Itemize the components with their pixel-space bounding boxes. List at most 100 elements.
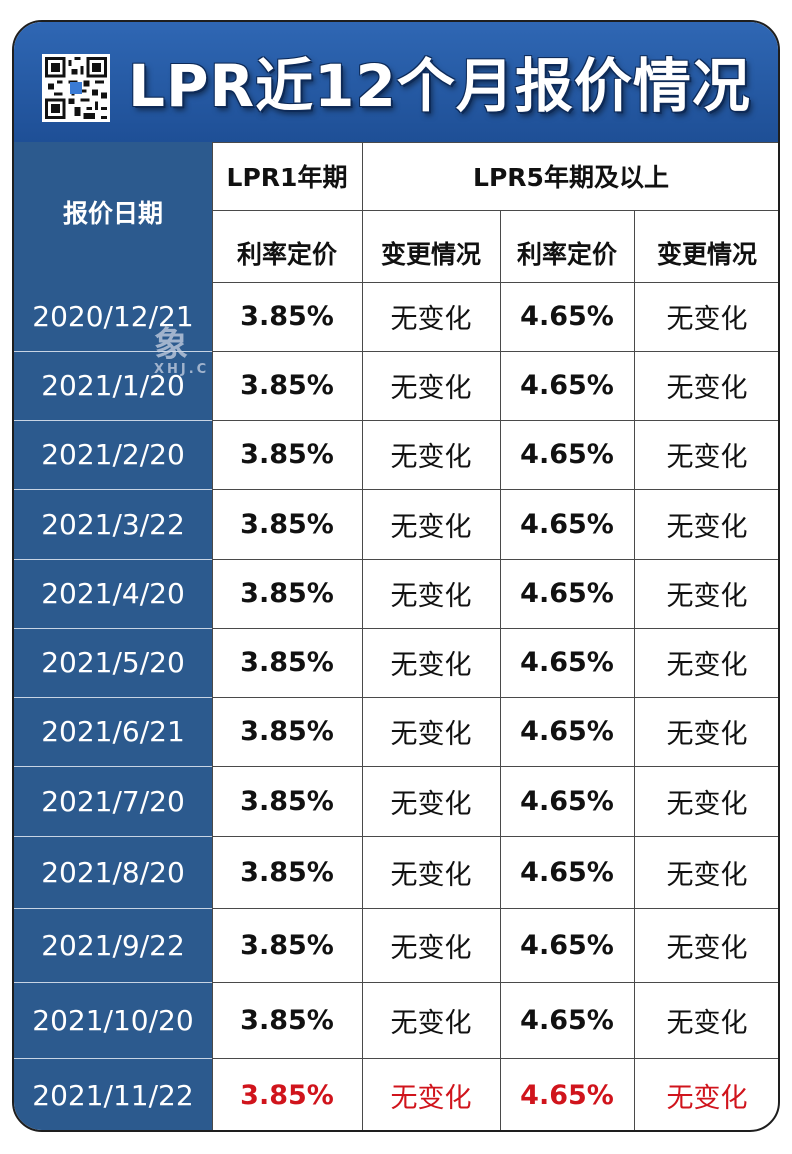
page-title: LPR近12个月报价情况 [128,52,751,120]
table-row: 2021/1/20 3.85% 无变化 4.65% 无变化 [14,351,778,420]
change-1y-cell: 无变化 [390,788,472,820]
change-1y-cell: 无变化 [390,650,472,681]
date-divider [14,1058,212,1059]
rate-5y-cell: 4.65% [520,508,614,540]
rate-5y-cell: 4.65% [520,1079,614,1111]
grid-line [212,489,778,490]
title-banner: LPR近12个月报价情况 [14,22,778,142]
change-1y-cell: 无变化 [390,442,472,473]
date-divider [14,982,212,983]
change-1y-cell: 无变化 [390,719,472,750]
date-column: 报价日期 [14,142,212,1130]
grid-line [212,142,213,1130]
rate-1y-cell: 3.85% [240,929,334,961]
rate-5y-cell: 4.65% [520,929,614,961]
change-5y-cell: 无变化 [666,442,748,473]
grid-line [212,766,778,767]
change-5y-cell: 无变化 [666,932,748,964]
change-5y-cell: 无变化 [666,581,748,612]
rate-5y-cell: 4.65% [520,856,614,888]
grid-line [212,1058,778,1059]
grid-line [212,982,778,983]
date-cell: 2021/4/20 [41,577,185,610]
table-row: 2020/12/21 3.85% 无变化 4.65% 无变化 [14,282,778,351]
rate-5y-cell: 4.65% [520,647,614,678]
change-5y-cell: 无变化 [666,511,748,543]
grid-line [212,210,778,211]
grid-line [634,210,635,1130]
date-cell: 2021/2/20 [41,438,185,471]
date-cell: 2021/1/20 [41,369,185,402]
rate-5y-cell: 4.65% [520,716,614,747]
change-5y-cell: 无变化 [666,1007,748,1039]
grid-line [212,697,778,698]
rate-5y-cell: 4.65% [520,785,614,817]
grid-line [212,420,778,421]
header-change-1y: 变更情况 [362,210,500,282]
rate-1y-cell: 3.85% [240,1004,334,1036]
table-row: 2021/6/21 3.85% 无变化 4.65% 无变化 [14,697,778,766]
change-1y-cell: 无变化 [390,373,472,404]
date-cell: 2020/12/21 [32,300,194,333]
rate-5y-cell: 4.65% [520,370,614,401]
qr-code-icon [42,54,110,122]
date-divider [14,836,212,837]
date-cell: 2021/6/21 [41,715,185,748]
change-5y-cell: 无变化 [666,719,748,750]
grid-line [212,908,778,909]
rate-1y-cell: 3.85% [240,508,334,540]
rate-1y-cell: 3.85% [240,716,334,747]
date-cell: 2021/7/20 [41,784,185,818]
grid-line [212,142,778,143]
change-1y-cell: 无变化 [390,932,472,964]
rate-1y-cell: 3.85% [240,1079,334,1111]
change-5y-cell: 无变化 [666,373,748,404]
change-1y-cell: 无变化 [390,581,472,612]
date-cell: 2021/5/20 [41,646,185,679]
rate-5y-cell: 4.65% [520,439,614,470]
header-lpr5: LPR5年期及以上 [362,142,778,210]
table-row: 2021/8/20 3.85% 无变化 4.65% 无变化 [14,836,778,908]
rate-1y-cell: 3.85% [240,578,334,609]
header-lpr1: LPR1年期 [212,142,362,210]
table-row: 2021/4/20 3.85% 无变化 4.65% 无变化 [14,559,778,628]
rate-5y-cell: 4.65% [520,301,614,332]
header-rate-5y: 利率定价 [500,210,634,282]
change-5y-cell: 无变化 [666,650,748,681]
change-5y-cell: 无变化 [666,304,748,335]
date-divider [14,420,212,421]
rate-1y-cell: 3.85% [240,370,334,401]
grid-line [212,282,778,283]
date-divider [14,908,212,909]
header-change-5y: 变更情况 [634,210,778,282]
table-row: 2021/11/22 3.85% 无变化 4.65% 无变化 [14,1058,778,1130]
change-5y-cell: 无变化 [666,1082,748,1114]
table-row: 2021/9/22 3.85% 无变化 4.65% 无变化 [14,908,778,982]
grid-line [362,142,363,1130]
change-1y-cell: 无变化 [390,511,472,543]
table-row: 2021/3/22 3.85% 无变化 4.65% 无变化 [14,489,778,559]
rate-1y-cell: 3.85% [240,647,334,678]
lpr-table-card: LPR近12个月报价情况 报价日期 LPR1年期 LPR5年期及以上 利率定价 … [12,20,780,1132]
change-5y-cell: 无变化 [666,788,748,820]
date-cell: 2021/3/22 [41,507,185,541]
change-1y-cell: 无变化 [390,1007,472,1039]
rate-5y-cell: 4.65% [520,578,614,609]
header-date: 报价日期 [62,199,163,228]
grid-line [212,559,778,560]
date-divider [14,628,212,629]
header-rate-1y: 利率定价 [212,210,362,282]
date-divider [14,489,212,490]
change-1y-cell: 无变化 [390,1082,472,1114]
rate-1y-cell: 3.85% [240,785,334,817]
rate-1y-cell: 3.85% [240,439,334,470]
rate-1y-cell: 3.85% [240,856,334,888]
change-1y-cell: 无变化 [390,304,472,335]
change-5y-cell: 无变化 [666,859,748,891]
rate-5y-cell: 4.65% [520,1004,614,1036]
date-cell: 2021/11/22 [32,1078,194,1112]
date-cell: 2021/9/22 [41,928,185,962]
grid-line [500,210,501,1130]
change-1y-cell: 无变化 [390,859,472,891]
table-row: 2021/2/20 3.85% 无变化 4.65% 无变化 [14,420,778,489]
